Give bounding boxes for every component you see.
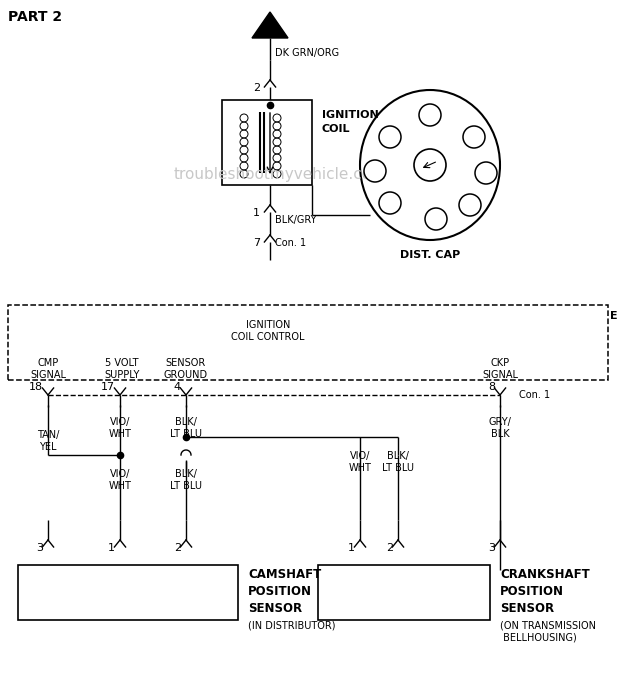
Circle shape — [459, 194, 481, 216]
Text: 5 VOLT
SUPPLY: 5 VOLT SUPPLY — [104, 358, 140, 380]
Text: 8: 8 — [488, 382, 495, 392]
Text: GRY/
BLK: GRY/ BLK — [489, 417, 512, 439]
Text: VIO/
WHT: VIO/ WHT — [109, 469, 132, 491]
Text: Con. 1: Con. 1 — [519, 390, 550, 400]
Bar — [18, 565, 238, 620]
Text: TAN/
YEL: TAN/ YEL — [37, 430, 59, 452]
Text: 7: 7 — [387, 198, 394, 208]
Text: DK GRN/ORG: DK GRN/ORG — [275, 48, 339, 58]
Text: VIO/
WHT: VIO/ WHT — [349, 451, 371, 473]
Text: 1: 1 — [108, 543, 115, 553]
Text: 3: 3 — [36, 543, 43, 553]
Polygon shape — [252, 12, 288, 38]
Text: BLK/
LT BLU: BLK/ LT BLU — [382, 451, 414, 473]
Text: ECM: ECM — [610, 311, 618, 321]
Circle shape — [425, 208, 447, 230]
Text: SENSOR
GROUND: SENSOR GROUND — [164, 358, 208, 380]
Text: 8: 8 — [426, 110, 433, 120]
Text: 1: 1 — [387, 132, 394, 142]
Text: 18: 18 — [29, 382, 43, 392]
Text: IGNITION
COIL CONTROL: IGNITION COIL CONTROL — [231, 320, 305, 342]
Text: (IN DISTRIBUTOR): (IN DISTRIBUTOR) — [248, 620, 336, 630]
Text: 2: 2 — [253, 83, 260, 93]
Text: Con. 1: Con. 1 — [275, 238, 306, 248]
Ellipse shape — [360, 90, 500, 240]
Text: 2: 2 — [386, 543, 393, 553]
Text: 17: 17 — [101, 382, 115, 392]
Circle shape — [414, 149, 446, 181]
Text: CMP
SIGNAL: CMP SIGNAL — [30, 358, 66, 380]
Text: DIST. CAP: DIST. CAP — [400, 250, 460, 260]
Circle shape — [419, 104, 441, 126]
Text: BLK/
LT BLU: BLK/ LT BLU — [170, 417, 202, 439]
Text: 5: 5 — [433, 214, 439, 224]
Circle shape — [463, 126, 485, 148]
Text: CAMSHAFT
POSITION
SENSOR: CAMSHAFT POSITION SENSOR — [248, 568, 321, 615]
Text: CRANKSHAFT
POSITION
SENSOR: CRANKSHAFT POSITION SENSOR — [500, 568, 590, 615]
Bar — [318, 565, 490, 620]
Text: IGNITION
COIL: IGNITION COIL — [322, 111, 379, 134]
Text: 1: 1 — [253, 208, 260, 218]
Circle shape — [364, 160, 386, 182]
Circle shape — [475, 162, 497, 184]
Text: (ON TRANSMISSION
 BELLHOUSING): (ON TRANSMISSION BELLHOUSING) — [500, 620, 596, 643]
Bar — [8, 305, 608, 380]
Text: 4: 4 — [174, 382, 181, 392]
Circle shape — [379, 126, 401, 148]
Bar — [222, 100, 312, 185]
Text: 2: 2 — [174, 543, 181, 553]
Text: 2: 2 — [371, 166, 378, 176]
Text: VIO/
WHT: VIO/ WHT — [109, 417, 132, 439]
Circle shape — [379, 192, 401, 214]
Text: A: A — [265, 18, 275, 32]
Text: 6: 6 — [467, 200, 473, 210]
Text: CKP
SIGNAL: CKP SIGNAL — [482, 358, 518, 380]
Text: BLK/
LT BLU: BLK/ LT BLU — [170, 469, 202, 491]
Text: 3: 3 — [488, 543, 495, 553]
Text: BLK/GRY: BLK/GRY — [275, 215, 316, 225]
Text: 7: 7 — [253, 238, 260, 248]
Text: 1: 1 — [348, 543, 355, 553]
Text: troubleshootmyvehicle.com: troubleshootmyvehicle.com — [174, 167, 386, 183]
Text: 3: 3 — [483, 168, 489, 178]
Text: 4: 4 — [471, 132, 477, 142]
Text: PART 2: PART 2 — [8, 10, 62, 24]
